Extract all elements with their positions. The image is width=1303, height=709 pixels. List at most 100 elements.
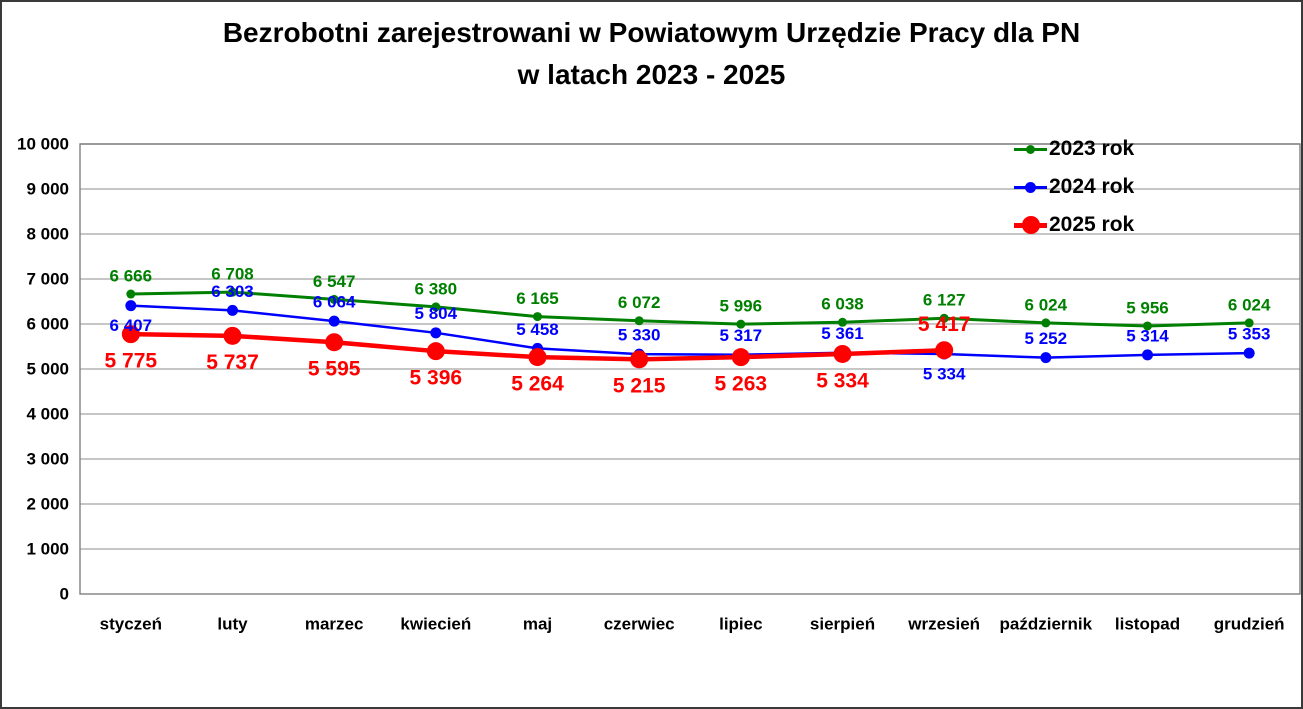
data-point-marker — [634, 316, 644, 326]
data-point-label: 6 072 — [618, 293, 661, 312]
data-point-label: 5 330 — [618, 326, 661, 345]
data-point-marker — [1142, 349, 1153, 361]
data-point-label: 5 353 — [1228, 325, 1271, 344]
data-point-label: 5 417 — [918, 313, 971, 336]
legend-label-2025: 2025 rok — [1049, 213, 1135, 236]
data-point-marker — [126, 289, 136, 299]
y-tick-label: 1 000 — [26, 540, 69, 559]
x-category-label: maj — [523, 615, 552, 634]
data-point-marker — [833, 344, 852, 363]
x-category-label: listopad — [1115, 615, 1180, 634]
x-category-label: sierpień — [810, 615, 875, 634]
data-point-label: 5 314 — [1126, 326, 1169, 345]
data-point-label: 5 317 — [720, 326, 763, 345]
data-point-label: 6 127 — [923, 291, 966, 310]
x-category-label: wrzesień — [907, 615, 980, 634]
legend-item-2024: 2024 rok — [1014, 168, 1134, 206]
data-point-marker — [329, 294, 339, 304]
data-point-label: 6 407 — [110, 316, 153, 335]
x-category-label: luty — [217, 615, 248, 634]
legend-item-2025: 2025 rok — [1014, 206, 1134, 244]
data-point-marker — [1243, 347, 1255, 359]
data-point-label: 5 215 — [613, 375, 666, 398]
plot-border — [79, 143, 1301, 595]
data-point-marker — [1040, 352, 1052, 364]
data-point-label: 5 264 — [511, 372, 564, 395]
data-point-marker — [731, 348, 750, 367]
data-point-label: 6 165 — [516, 289, 559, 308]
data-point-marker — [328, 315, 340, 327]
y-tick-label: 10 000 — [17, 135, 69, 154]
data-point-label: 5 263 — [715, 373, 768, 396]
data-point-marker — [533, 312, 542, 322]
data-point-label: 5 956 — [1126, 298, 1169, 317]
data-point-marker — [1143, 321, 1152, 331]
data-point-marker — [838, 317, 847, 327]
x-category-label: styczeń — [100, 615, 162, 634]
data-point-marker — [935, 341, 954, 360]
y-tick-label: 8 000 — [26, 225, 69, 244]
y-tick-label: 3 000 — [26, 450, 69, 469]
data-point-label: 5 361 — [821, 324, 864, 343]
y-tick-label: 5 000 — [26, 360, 69, 379]
data-point-label: 6 064 — [313, 293, 356, 312]
x-category-label: październik — [1000, 615, 1093, 634]
chart-title-line2: w latach 2023 - 2025 — [517, 59, 786, 90]
legend-label-2023: 2023 rok — [1049, 137, 1135, 160]
y-tick-label: 9 000 — [26, 180, 69, 199]
data-point-label: 5 396 — [410, 367, 463, 390]
data-point-marker — [528, 348, 547, 367]
data-point-label: 6 024 — [1228, 295, 1271, 314]
y-tick-label: 2 000 — [26, 495, 69, 514]
data-point-marker — [736, 319, 746, 329]
x-category-label: czerwiec — [604, 615, 675, 634]
data-point-marker — [426, 342, 445, 361]
data-point-label: 5 458 — [516, 320, 559, 339]
y-tick-label: 0 — [60, 585, 69, 604]
data-point-marker — [121, 325, 140, 344]
data-point-marker — [431, 302, 441, 312]
data-point-label: 5 334 — [923, 364, 966, 383]
data-point-label: 5 996 — [720, 297, 763, 316]
data-point-label: 5 252 — [1025, 329, 1068, 348]
y-tick-label: 4 000 — [26, 405, 69, 424]
data-point-marker — [223, 326, 242, 345]
data-point-label: 5 775 — [105, 349, 158, 372]
chart-title-line1: Bezrobotni zarejestrowani w Powiatowym U… — [222, 17, 1081, 48]
x-category-label: marzec — [305, 615, 364, 634]
legend-item-2023: 2023 rok — [1014, 130, 1134, 168]
data-point-label: 6 038 — [821, 295, 864, 314]
series-line-2024-rok — [129, 304, 1251, 359]
x-category-label: kwiecień — [400, 615, 471, 634]
data-point-label: 6 380 — [415, 279, 458, 298]
x-category-label: grudzień — [1214, 615, 1285, 634]
data-point-label: 5 804 — [415, 304, 458, 323]
data-point-marker — [1244, 318, 1254, 328]
y-tick-label: 6 000 — [26, 315, 69, 334]
data-point-marker — [1041, 318, 1051, 328]
data-point-label: 5 737 — [206, 351, 259, 374]
legend-marker-2025 — [1014, 216, 1047, 234]
data-point-marker — [325, 333, 344, 352]
data-point-label: 6 547 — [313, 272, 356, 291]
data-point-marker — [939, 313, 949, 323]
legend-marker-2024 — [1014, 181, 1047, 193]
legend-marker-2023 — [1014, 144, 1047, 154]
data-point-marker — [630, 350, 649, 369]
data-point-label: 6 303 — [211, 282, 254, 301]
data-point-label: 6 708 — [211, 265, 254, 284]
data-point-marker — [228, 287, 237, 297]
data-point-label: 5 334 — [816, 369, 869, 392]
data-point-label: 5 595 — [308, 358, 361, 381]
data-point-marker — [227, 304, 238, 316]
series-line-2023-rok — [129, 290, 1251, 328]
chart-title: Bezrobotni zarejestrowani w Powiatowym U… — [2, 12, 1301, 96]
y-tick-label: 7 000 — [26, 270, 69, 289]
data-point-label: 6 666 — [110, 266, 153, 285]
data-point-marker — [430, 327, 442, 339]
data-point-marker — [125, 300, 137, 312]
legend-label-2024: 2024 rok — [1049, 175, 1135, 198]
data-point-label: 6 024 — [1025, 295, 1068, 314]
x-category-label: lipiec — [719, 615, 762, 634]
